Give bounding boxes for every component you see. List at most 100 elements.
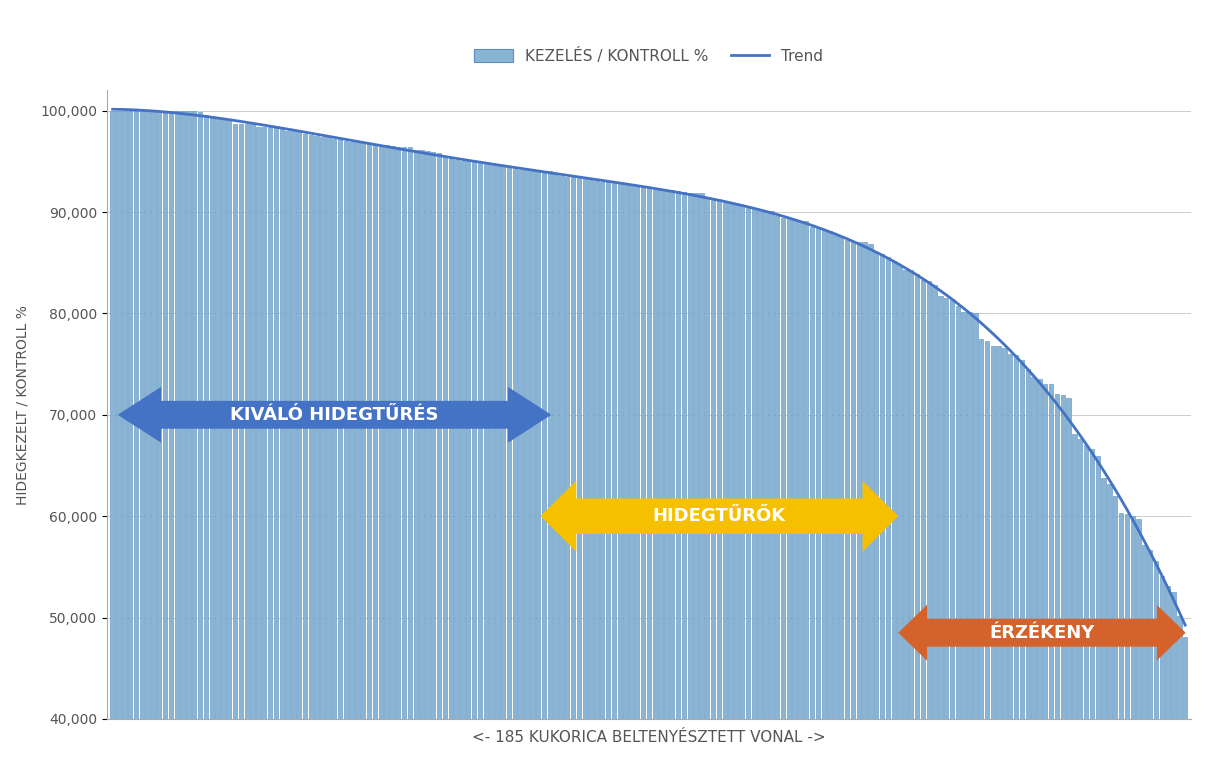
Bar: [297, 131, 302, 760]
X-axis label: <- 185 KUKORICA BELTENYÉSZTETT VONAL ->: <- 185 KUKORICA BELTENYÉSZTETT VONAL ->: [472, 730, 826, 745]
Polygon shape: [118, 387, 551, 442]
Bar: [531, 170, 534, 760]
Bar: [1078, 439, 1083, 760]
Bar: [909, 271, 913, 760]
Bar: [665, 190, 668, 760]
Bar: [262, 127, 267, 760]
Bar: [367, 143, 371, 760]
Bar: [461, 160, 464, 760]
Bar: [1160, 576, 1164, 760]
Bar: [1025, 369, 1030, 760]
Bar: [321, 137, 324, 760]
Bar: [582, 179, 587, 760]
Bar: [786, 218, 791, 760]
Bar: [1095, 456, 1100, 760]
Bar: [804, 221, 808, 760]
Bar: [356, 142, 359, 760]
Bar: [775, 217, 779, 760]
Bar: [646, 188, 651, 760]
Bar: [624, 184, 628, 760]
Bar: [1055, 394, 1059, 760]
Bar: [891, 261, 896, 760]
Bar: [251, 124, 254, 760]
Bar: [1142, 545, 1147, 760]
Bar: [1090, 449, 1094, 760]
Bar: [938, 296, 943, 760]
Bar: [560, 176, 563, 760]
Bar: [920, 280, 925, 760]
Bar: [146, 111, 150, 760]
Bar: [221, 119, 226, 760]
Bar: [554, 173, 558, 760]
Bar: [996, 347, 1001, 760]
Bar: [821, 230, 826, 760]
Bar: [926, 280, 931, 760]
Bar: [402, 147, 406, 760]
Polygon shape: [540, 480, 898, 552]
Bar: [815, 229, 820, 760]
Bar: [961, 312, 966, 760]
Bar: [630, 185, 633, 760]
Bar: [111, 111, 115, 760]
Bar: [1002, 348, 1007, 760]
Bar: [1165, 587, 1170, 760]
Bar: [880, 254, 884, 760]
Bar: [431, 152, 435, 760]
Bar: [210, 116, 213, 760]
Bar: [1148, 549, 1153, 760]
Bar: [990, 347, 995, 760]
Bar: [157, 111, 162, 760]
Bar: [915, 274, 919, 760]
Bar: [396, 147, 400, 760]
Bar: [1014, 356, 1018, 760]
Bar: [175, 111, 178, 760]
Bar: [350, 142, 353, 760]
Bar: [640, 187, 645, 760]
Bar: [513, 169, 517, 760]
Bar: [932, 285, 937, 760]
Bar: [1136, 518, 1141, 760]
Bar: [151, 111, 156, 760]
Bar: [839, 236, 843, 760]
Bar: [391, 146, 394, 760]
Bar: [303, 134, 308, 760]
Bar: [408, 147, 412, 760]
Bar: [379, 144, 384, 760]
Bar: [1020, 360, 1024, 760]
Bar: [827, 231, 832, 760]
Bar: [617, 182, 622, 760]
Bar: [134, 111, 139, 760]
Polygon shape: [898, 605, 1185, 660]
Bar: [291, 131, 295, 760]
Bar: [1125, 514, 1129, 760]
Bar: [286, 131, 289, 760]
Bar: [548, 172, 552, 760]
Bar: [728, 204, 733, 760]
Bar: [326, 138, 330, 760]
Bar: [833, 235, 838, 760]
Bar: [268, 127, 273, 760]
Bar: [309, 135, 314, 760]
Bar: [361, 143, 365, 760]
Bar: [426, 150, 429, 760]
Bar: [140, 111, 144, 760]
Bar: [449, 158, 453, 760]
Bar: [706, 198, 709, 760]
Bar: [373, 144, 377, 760]
Bar: [1119, 514, 1123, 760]
Bar: [344, 141, 349, 760]
Text: ÉRZÉKENY: ÉRZÉKENY: [989, 624, 1095, 641]
Bar: [1037, 378, 1042, 760]
Bar: [443, 157, 447, 760]
Bar: [1060, 394, 1065, 760]
Bar: [589, 180, 593, 760]
Bar: [332, 138, 336, 760]
Bar: [780, 217, 785, 760]
Bar: [186, 111, 191, 760]
Bar: [950, 299, 954, 760]
Bar: [601, 182, 604, 760]
Bar: [862, 242, 867, 760]
Y-axis label: HIDEGKEZELT / KONTROLL %: HIDEGKEZELT / KONTROLL %: [14, 305, 29, 505]
Bar: [169, 111, 174, 760]
Bar: [868, 244, 873, 760]
